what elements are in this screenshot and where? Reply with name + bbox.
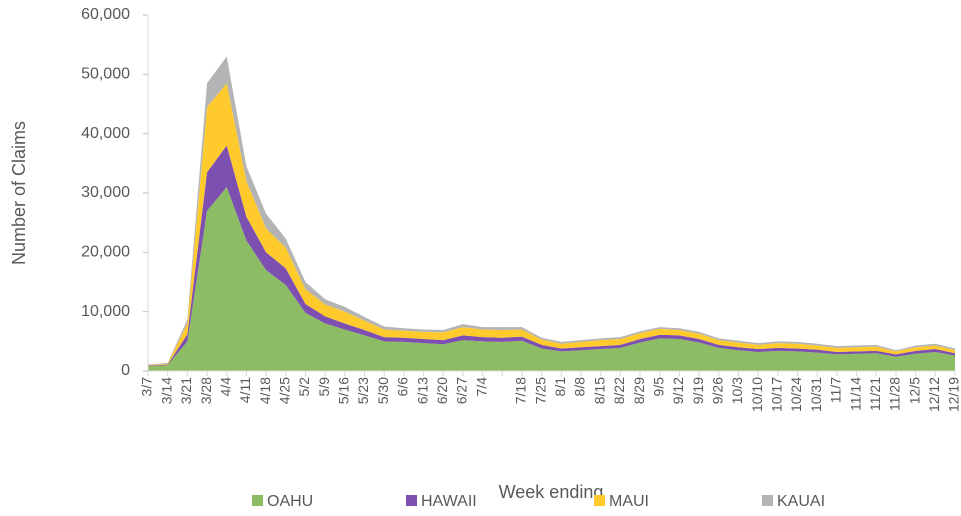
x-tick-label: 8/8 (572, 377, 588, 397)
x-tick-label: 12/5 (906, 377, 922, 404)
x-axis-label: Week ending (499, 482, 604, 502)
x-tick-label: 11/28 (887, 377, 903, 411)
area-2 (148, 83, 955, 366)
area-3 (148, 56, 955, 366)
x-tick-label: 7/18 (513, 377, 529, 404)
x-tick-label: 9/5 (650, 377, 666, 397)
x-tick-label: 9/12 (670, 377, 686, 404)
x-tick-label: 11/7 (828, 377, 844, 403)
x-tick-label: 7/4 (473, 377, 489, 397)
legend-label: KAUAI (777, 493, 825, 510)
y-tick-label: 40,000 (81, 125, 130, 142)
y-tick-label: 50,000 (81, 66, 130, 83)
x-tick-label: 3/14 (158, 377, 174, 404)
x-tick-label: 4/4 (217, 377, 233, 397)
y-tick-label: 0 (121, 362, 130, 379)
x-tick-label: 4/18 (257, 377, 273, 404)
y-tick-label: 10,000 (81, 303, 130, 320)
x-tick-label: 3/28 (198, 377, 214, 404)
x-tick-label: 10/3 (729, 377, 745, 404)
legend-label: MAUI (609, 493, 649, 510)
x-tick-label: 11/21 (867, 377, 883, 411)
y-tick-label: 60,000 (81, 6, 130, 23)
x-tick-label: 4/25 (276, 377, 292, 404)
x-tick-label: 6/20 (434, 377, 450, 404)
x-tick-label: 12/19 (946, 377, 961, 412)
x-tick-label: 9/19 (690, 377, 706, 404)
x-tick-label: 8/1 (552, 377, 568, 397)
x-tick-label: 8/22 (611, 377, 627, 404)
x-tick-label: 10/24 (788, 377, 804, 412)
legend-swatch (252, 495, 263, 506)
x-tick-label: 8/29 (631, 377, 647, 404)
x-tick-label: 3/7 (139, 377, 155, 397)
x-tick-label: 6/13 (414, 377, 430, 404)
area-1 (148, 145, 955, 367)
x-tick-label: 6/6 (395, 377, 411, 397)
legend-swatch (594, 495, 605, 506)
legend-swatch (762, 495, 773, 506)
legend-swatch (406, 495, 417, 506)
x-tick-label: 11/14 (847, 377, 863, 411)
x-tick-label: 5/2 (296, 377, 312, 397)
y-axis-label: Number of Claims (9, 121, 29, 265)
x-tick-label: 7/25 (532, 377, 548, 404)
x-tick-label: 6/27 (454, 377, 470, 404)
x-tick-label: 5/9 (316, 377, 332, 397)
x-tick-label: 12/12 (926, 377, 942, 412)
x-tick-label: 5/23 (355, 377, 371, 404)
x-tick-label: 8/15 (591, 377, 607, 404)
area-0 (148, 187, 955, 371)
y-tick-label: 20,000 (81, 244, 130, 261)
y-tick-label: 30,000 (81, 184, 130, 201)
x-tick-label: 9/26 (710, 377, 726, 404)
x-tick-label: 5/16 (336, 377, 352, 404)
legend-label: HAWAII (421, 493, 477, 510)
x-tick-label: 10/10 (749, 377, 765, 412)
legend-label: OAHU (267, 493, 313, 510)
x-tick-label: 10/17 (769, 377, 785, 412)
x-tick-label: 4/11 (237, 377, 253, 403)
x-tick-label: 3/21 (178, 377, 194, 404)
x-tick-label: 10/31 (808, 377, 824, 412)
x-tick-label: 5/30 (375, 377, 391, 404)
